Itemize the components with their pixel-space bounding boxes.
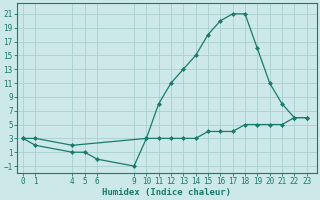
X-axis label: Humidex (Indice chaleur): Humidex (Indice chaleur) [102,188,231,197]
